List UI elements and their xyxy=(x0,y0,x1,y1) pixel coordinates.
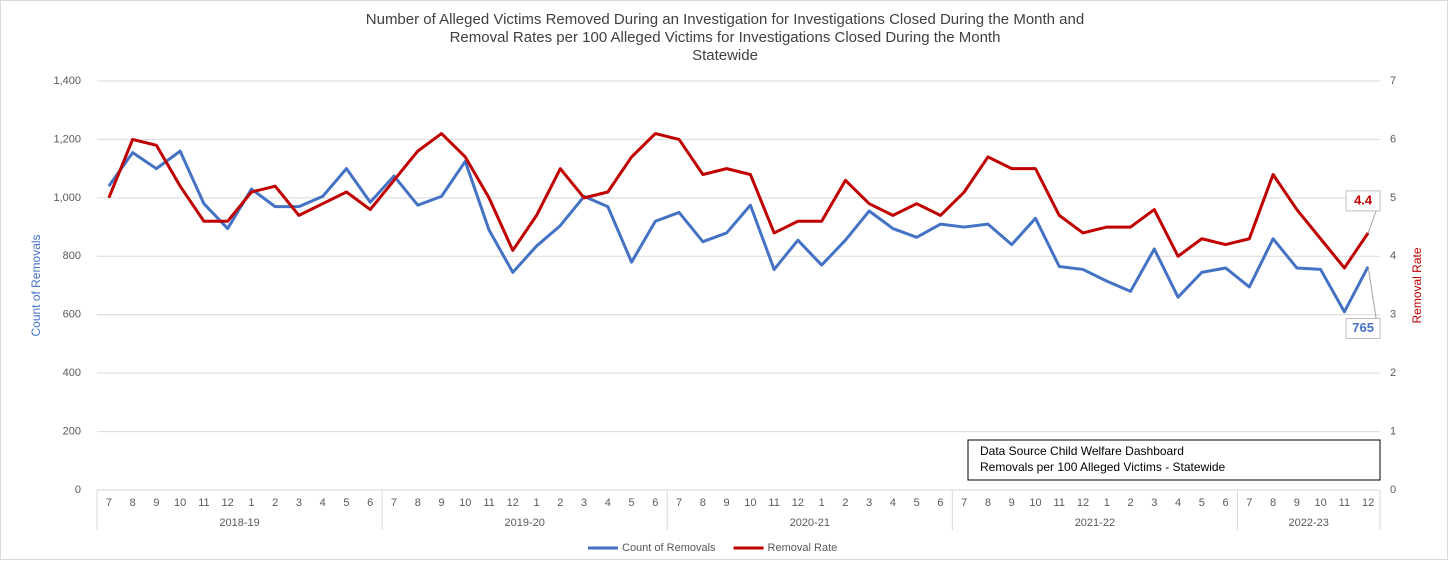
x-tick-label: 4 xyxy=(320,497,326,509)
x-tick-label: 7 xyxy=(676,497,682,509)
group-label: 2019-20 xyxy=(504,517,544,529)
x-tick-label: 10 xyxy=(174,497,186,509)
y2-tick-label: 2 xyxy=(1390,367,1396,379)
x-tick-label: 9 xyxy=(1294,497,1300,509)
x-tick-label: 1 xyxy=(819,497,825,509)
x-tick-label: 12 xyxy=(1077,497,1089,509)
y2-tick-label: 6 xyxy=(1390,133,1396,145)
y-tick-label: 800 xyxy=(63,250,81,262)
y-tick-label: 1,000 xyxy=(53,192,81,204)
y2-tick-label: 7 xyxy=(1390,75,1396,87)
x-tick-label: 8 xyxy=(1270,497,1276,509)
x-tick-label: 2 xyxy=(1127,497,1133,509)
x-tick-label: 1 xyxy=(533,497,539,509)
x-tick-label: 4 xyxy=(890,497,896,509)
x-tick-label: 11 xyxy=(1339,497,1350,509)
y2-tick-label: 3 xyxy=(1390,309,1396,321)
data-label: 4.4 xyxy=(1354,192,1373,207)
y-tick-label: 1,200 xyxy=(53,133,81,145)
x-tick-label: 11 xyxy=(198,497,209,509)
x-tick-label: 12 xyxy=(792,497,804,509)
x-tick-label: 11 xyxy=(1054,497,1065,509)
x-tick-label: 8 xyxy=(985,497,991,509)
x-tick-label: 3 xyxy=(296,497,302,509)
x-tick-label: 1 xyxy=(1104,497,1110,509)
x-tick-label: 4 xyxy=(1175,497,1181,509)
group-label: 2022-23 xyxy=(1289,517,1329,529)
x-tick-label: 6 xyxy=(367,497,373,509)
x-tick-label: 7 xyxy=(1246,497,1252,509)
x-tick-label: 4 xyxy=(605,497,611,509)
x-tick-label: 5 xyxy=(629,497,635,509)
label-leader xyxy=(1367,266,1377,319)
series-line xyxy=(107,149,1370,314)
x-tick-label: 9 xyxy=(724,497,730,509)
series-line xyxy=(107,132,1370,270)
y-axis-label: Count of Removals xyxy=(29,234,43,336)
data-label-box xyxy=(1345,318,1381,340)
x-tick-label: 6 xyxy=(937,497,943,509)
x-tick-label: 12 xyxy=(507,497,519,509)
chart-title: Statewide xyxy=(692,47,758,64)
x-tick-label: 8 xyxy=(130,497,136,509)
x-tick-label: 11 xyxy=(768,497,779,509)
x-tick-label: 8 xyxy=(415,497,421,509)
annotation-text: Data Source Child Welfare Dashboard xyxy=(980,444,1184,458)
x-tick-label: 5 xyxy=(1199,497,1205,509)
x-tick-label: 5 xyxy=(914,497,920,509)
x-tick-label: 12 xyxy=(222,497,234,509)
x-tick-label: 7 xyxy=(106,497,112,509)
x-tick-label: 3 xyxy=(866,497,872,509)
x-tick-label: 6 xyxy=(1223,497,1229,509)
data-label-box xyxy=(1345,190,1381,212)
chart-title: Removal Rates per 100 Alleged Victims fo… xyxy=(450,29,1001,46)
x-tick-label: 10 xyxy=(744,497,756,509)
x-tick-label: 3 xyxy=(581,497,587,509)
y-tick-label: 200 xyxy=(63,425,81,437)
group-label: 2018-19 xyxy=(219,517,259,529)
x-tick-label: 9 xyxy=(1009,497,1015,509)
x-tick-label: 2 xyxy=(842,497,848,509)
legend-label: Removal Rate xyxy=(768,542,838,554)
x-tick-label: 12 xyxy=(1362,497,1374,509)
annotation-text: Removals per 100 Alleged Victims - State… xyxy=(980,460,1226,474)
group-label: 2020-21 xyxy=(790,517,830,529)
x-tick-label: 5 xyxy=(343,497,349,509)
y-tick-label: 1,400 xyxy=(53,75,81,87)
x-tick-label: 6 xyxy=(652,497,658,509)
x-tick-label: 8 xyxy=(700,497,706,509)
x-tick-label: 9 xyxy=(438,497,444,509)
y2-tick-label: 0 xyxy=(1390,484,1396,496)
x-tick-label: 7 xyxy=(391,497,397,509)
x-tick-label: 10 xyxy=(459,497,471,509)
x-tick-label: 11 xyxy=(483,497,494,509)
x-tick-label: 2 xyxy=(557,497,563,509)
x-tick-label: 3 xyxy=(1151,497,1157,509)
x-tick-label: 9 xyxy=(153,497,159,509)
legend-label: Count of Removals xyxy=(622,542,716,554)
x-tick-label: 10 xyxy=(1029,497,1041,509)
annotation-box xyxy=(967,439,1381,481)
y2-axis-label: Removal Rate xyxy=(1410,247,1424,323)
group-label: 2021-22 xyxy=(1075,517,1115,529)
label-leader xyxy=(1367,210,1377,234)
chart-title: Number of Alleged Victims Removed During… xyxy=(366,11,1084,28)
data-label: 765 xyxy=(1352,320,1374,335)
x-tick-label: 2 xyxy=(272,497,278,509)
y-tick-label: 400 xyxy=(63,367,81,379)
y-tick-label: 0 xyxy=(75,484,81,496)
x-tick-label: 10 xyxy=(1314,497,1326,509)
y-tick-label: 600 xyxy=(63,309,81,321)
y2-tick-label: 5 xyxy=(1390,192,1396,204)
x-tick-label: 1 xyxy=(248,497,254,509)
y2-tick-label: 4 xyxy=(1390,250,1396,262)
x-tick-label: 7 xyxy=(961,497,967,509)
y2-tick-label: 1 xyxy=(1390,425,1396,437)
